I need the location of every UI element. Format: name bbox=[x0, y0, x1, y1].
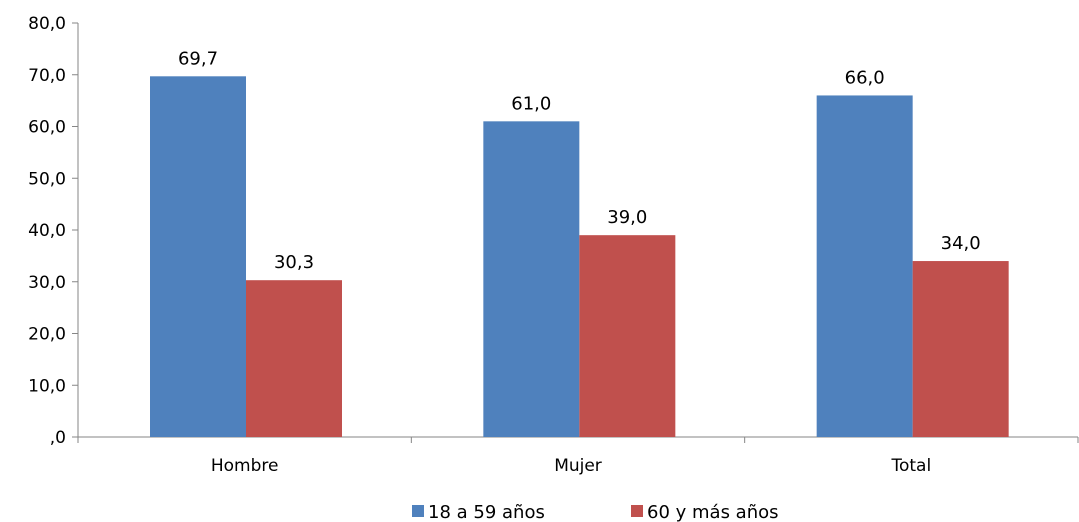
legend-label: 60 y más años bbox=[647, 502, 779, 522]
bar bbox=[816, 95, 913, 437]
legend-swatch bbox=[631, 505, 643, 517]
legend: 18 a 59 años 60 y más años bbox=[412, 502, 779, 522]
x-category-label: Total bbox=[890, 456, 931, 476]
bar bbox=[150, 76, 246, 438]
x-axis: Hombre Mujer Total bbox=[77, 436, 1079, 476]
bar-value-label: 39,0 bbox=[607, 207, 647, 228]
bar bbox=[246, 280, 342, 437]
legend-label: 18 a 59 años bbox=[428, 502, 545, 522]
y-tick-label: 60,0 bbox=[28, 118, 66, 138]
bars: 69,7 30,3 61,0 39,0 66,0 34,0 bbox=[150, 48, 1009, 438]
y-tick-label: 80,0 bbox=[28, 14, 66, 34]
bar bbox=[912, 261, 1009, 437]
x-category-label: Mujer bbox=[554, 456, 602, 476]
y-tick-label: 40,0 bbox=[28, 221, 66, 241]
bar-value-label: 69,7 bbox=[178, 48, 218, 69]
y-tick-label: 50,0 bbox=[28, 169, 66, 189]
legend-swatch bbox=[412, 505, 424, 517]
x-category-label: Hombre bbox=[211, 456, 279, 476]
bar-value-label: 66,0 bbox=[845, 67, 885, 88]
bar-value-label: 34,0 bbox=[941, 233, 981, 254]
y-tick-label: ,0 bbox=[50, 428, 66, 448]
bar bbox=[483, 121, 580, 437]
bar bbox=[579, 235, 676, 437]
y-tick-label: 70,0 bbox=[28, 66, 66, 86]
y-tick-label: 20,0 bbox=[28, 325, 66, 345]
y-axis: ,0 10,0 20,0 30,0 40,0 50,0 60,0 70,0 80,0 bbox=[28, 14, 79, 448]
y-tick-label: 30,0 bbox=[28, 273, 66, 293]
bar-value-label: 61,0 bbox=[511, 93, 551, 114]
bar-value-label: 30,3 bbox=[274, 252, 314, 273]
y-tick-label: 10,0 bbox=[28, 376, 66, 396]
